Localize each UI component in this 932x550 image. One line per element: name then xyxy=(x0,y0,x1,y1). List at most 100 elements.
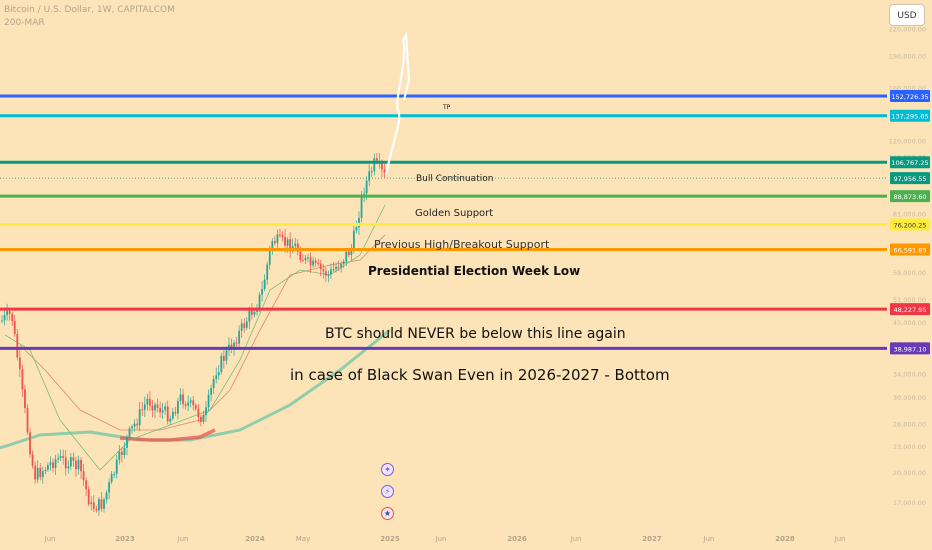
current-price-tag-bg xyxy=(890,172,930,185)
candle-body xyxy=(294,243,297,247)
event-icon-3[interactable]: ★ xyxy=(381,507,394,520)
projection-path xyxy=(384,31,411,175)
candle-body xyxy=(100,499,103,509)
candle-body xyxy=(225,350,228,361)
candle-body xyxy=(258,294,261,308)
price-tag: 66,591.85 xyxy=(893,246,926,254)
candle-body xyxy=(98,499,100,511)
candle-body xyxy=(279,234,281,236)
ma-50-line xyxy=(19,234,386,431)
candle-body xyxy=(31,454,34,466)
candle-body xyxy=(212,379,215,389)
price-tag-bg xyxy=(890,303,930,316)
candle-body xyxy=(238,330,241,344)
ma-20-line xyxy=(4,204,386,471)
candle-body xyxy=(381,162,383,170)
candle-body xyxy=(52,462,54,468)
candle-body xyxy=(217,372,220,376)
candle-body xyxy=(24,389,26,408)
candle-body xyxy=(82,471,85,481)
candle-body xyxy=(205,407,207,415)
candle-body xyxy=(47,464,49,470)
candle-body xyxy=(13,320,16,335)
level-annotation: Previous High/Breakout Support xyxy=(374,238,550,251)
price-tag: 137,295.65 xyxy=(891,113,928,121)
candle-body xyxy=(220,355,223,373)
price-tag: 106,767.25 xyxy=(891,159,928,167)
candle-body xyxy=(215,375,218,380)
candle-body xyxy=(11,313,14,321)
candle-body xyxy=(177,401,179,414)
price-tag-bg xyxy=(890,218,930,231)
price-tag-bg xyxy=(890,342,930,355)
candle-body xyxy=(41,471,44,478)
level-annotation: BTC should NEVER be below this line agai… xyxy=(325,326,626,342)
candle-body xyxy=(240,323,243,331)
candle-body xyxy=(80,459,82,472)
y-tick-label: 81,000.00 xyxy=(893,210,926,218)
candle-body xyxy=(126,437,128,448)
candle-body xyxy=(131,426,133,429)
candle-body xyxy=(324,271,327,276)
candle-body xyxy=(383,169,386,173)
candle-body xyxy=(202,414,205,422)
candle-body xyxy=(179,394,182,402)
candle-body xyxy=(245,321,248,328)
level-annotation: Golden Support xyxy=(415,208,493,219)
x-tick-label: Jun xyxy=(44,535,56,543)
y-tick-label: 59,000.00 xyxy=(893,269,926,277)
candle-body xyxy=(39,467,42,478)
candle-body xyxy=(182,394,184,405)
candle-body xyxy=(289,239,292,252)
price-tag: 38,987.10 xyxy=(893,345,926,353)
candle-body xyxy=(302,260,304,262)
candle-body xyxy=(85,480,88,490)
x-tick-label: 2026 xyxy=(507,535,527,543)
candle-body xyxy=(261,288,263,295)
candle-body xyxy=(77,459,80,470)
candle-body xyxy=(44,469,47,472)
candle-body xyxy=(327,274,330,276)
candle-body xyxy=(358,218,360,228)
candle-body xyxy=(57,458,59,460)
chart-header: Bitcoin / U.S. Dollar, 1W, CAPITALCOM 20… xyxy=(4,4,175,30)
candle-body xyxy=(161,410,164,413)
candle-body xyxy=(286,239,289,246)
y-tick-label: 45,000.00 xyxy=(893,319,926,327)
candle-body xyxy=(319,263,322,270)
y-tick-label: 220,000.00 xyxy=(889,26,926,34)
y-tick-label: 23,000.00 xyxy=(893,443,926,451)
candle-body xyxy=(330,269,332,275)
candle-body xyxy=(243,323,246,328)
candle-body xyxy=(92,502,95,509)
candle-body xyxy=(184,404,187,406)
y-tick-label: 51,000.00 xyxy=(893,296,926,304)
indicator-label: 200-MAR xyxy=(4,18,45,28)
x-tick-label: Jun xyxy=(177,535,189,543)
candle-body xyxy=(29,432,31,455)
candle-body xyxy=(248,310,251,322)
candle-body xyxy=(36,467,39,480)
candle-body xyxy=(110,473,113,483)
candle-body xyxy=(90,502,93,505)
candle-body xyxy=(312,260,314,266)
candle-body xyxy=(210,388,212,395)
event-icon-1[interactable]: ✦ xyxy=(381,463,394,476)
candle-body xyxy=(207,394,210,408)
event-icon-2[interactable]: ⚡ xyxy=(381,485,394,498)
x-tick-label: 2028 xyxy=(775,535,795,543)
candle-body xyxy=(322,269,325,272)
candle-body xyxy=(166,406,169,422)
candle-body xyxy=(342,261,345,264)
candle-body xyxy=(8,311,11,314)
candle-body xyxy=(268,249,271,265)
price-tag-bg xyxy=(890,243,930,256)
y-tick-label: 160,000.00 xyxy=(889,84,926,92)
x-tick-label: Jun xyxy=(570,535,582,543)
candle-body xyxy=(118,451,121,460)
candle-body xyxy=(103,499,105,509)
candle-body xyxy=(169,418,172,422)
currency-button[interactable]: USD xyxy=(889,4,925,26)
